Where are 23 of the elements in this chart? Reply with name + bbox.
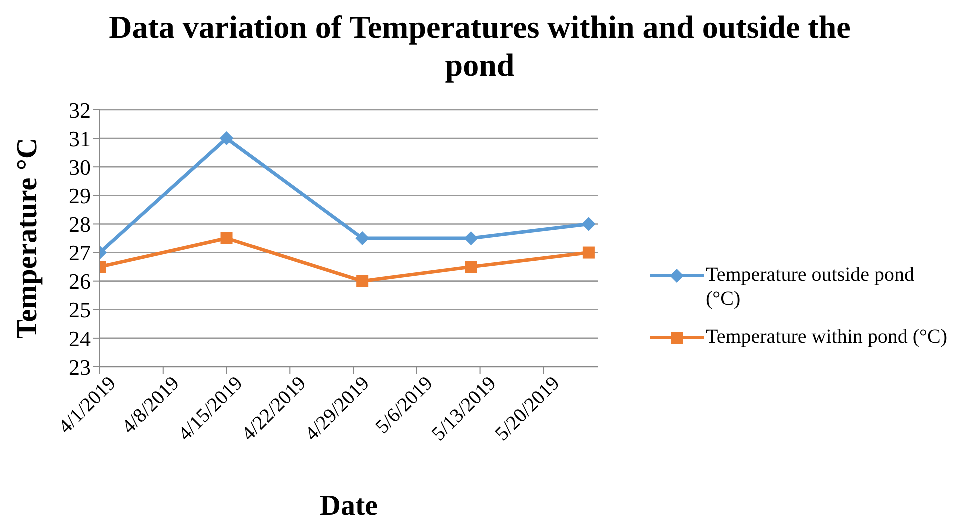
point — [582, 246, 595, 259]
y-tick-label: 29 — [69, 183, 91, 208]
y-tick-label: 23 — [69, 354, 91, 380]
point — [356, 232, 370, 246]
y-tick-label: 31 — [69, 126, 91, 152]
chart-title: Data variation of Temperatures within and outside the pond — [108, 8, 852, 84]
point — [582, 217, 596, 232]
legend-label: Temperature outside pond (°C) — [706, 263, 916, 311]
y-axis-title: Temperature °C — [11, 138, 44, 339]
y-tick-label: 25 — [69, 298, 91, 323]
point — [464, 232, 478, 246]
y-tick-label: 32 — [69, 98, 91, 123]
y-tick-label: 28 — [69, 212, 91, 238]
y-tick-label: 30 — [69, 154, 91, 180]
legend-label: Temperature within pond (°C) — [706, 325, 949, 349]
point — [465, 261, 478, 274]
point — [220, 232, 233, 244]
point — [220, 132, 234, 146]
point — [356, 275, 369, 288]
x-axis-title: Date — [320, 490, 378, 522]
y-tick-label: 26 — [69, 269, 91, 294]
y-tick-label: 24 — [69, 326, 91, 352]
y-tick-label: 27 — [69, 240, 91, 266]
